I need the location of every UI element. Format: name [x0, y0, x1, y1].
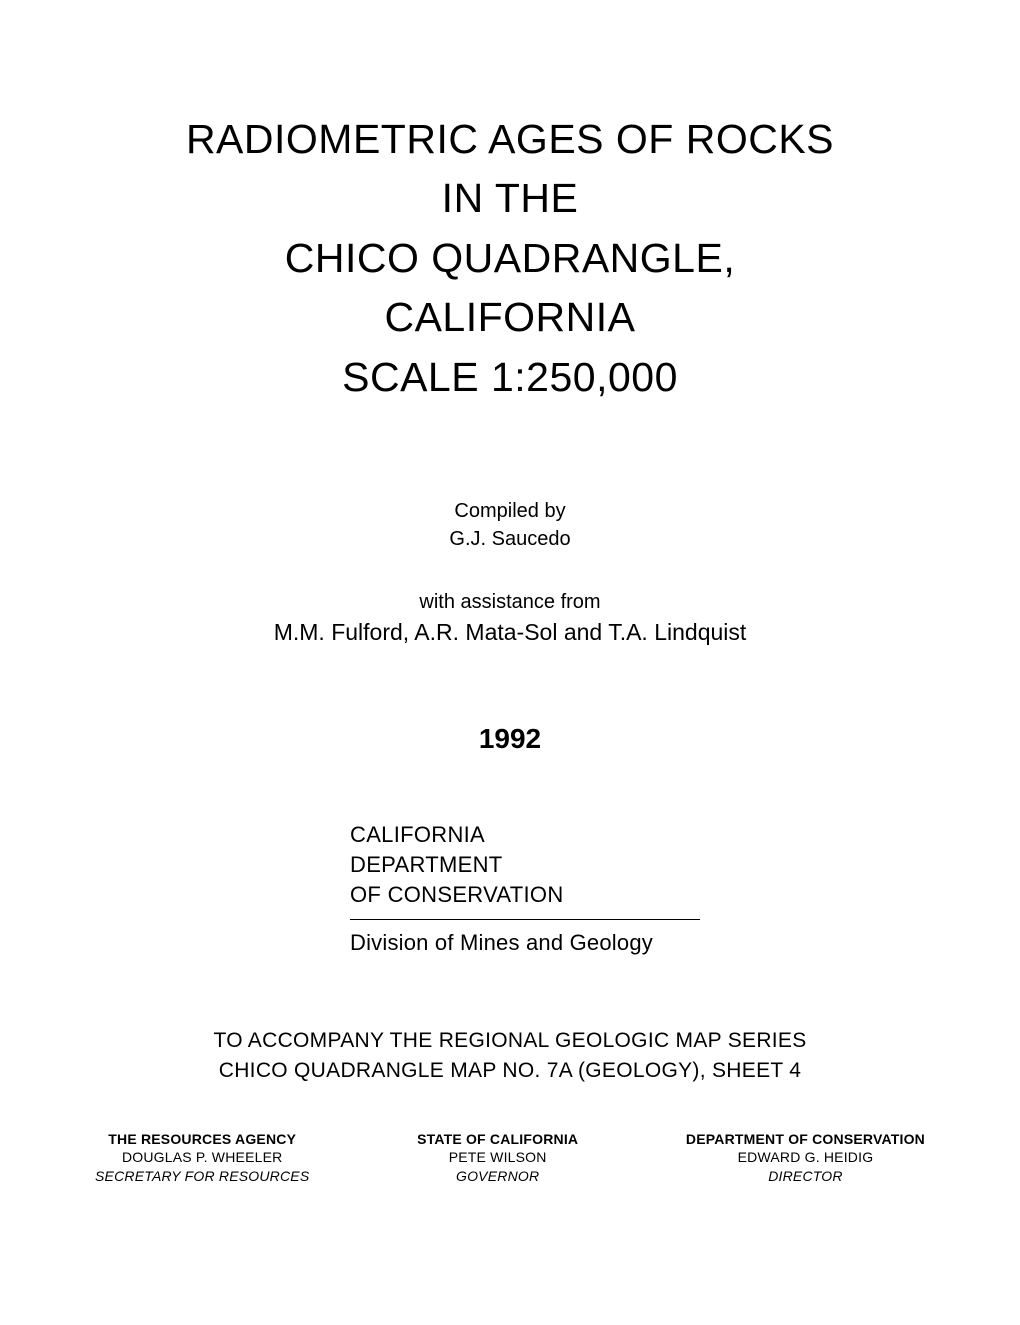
title-line-4: CALIFORNIA	[90, 288, 930, 347]
title-line-1: RADIOMETRIC AGES OF ROCKS	[90, 110, 930, 169]
footer-col-center: STATE OF CALIFORNIA PETE WILSON GOVERNOR	[417, 1130, 578, 1185]
title-line-2: IN THE	[90, 169, 930, 228]
footer-left-title: SECRETARY FOR RESOURCES	[95, 1167, 309, 1185]
footer-center-heading: STATE OF CALIFORNIA	[417, 1130, 578, 1148]
dept-line-2: DEPARTMENT	[350, 850, 700, 880]
assistance-block: with assistance from M.M. Fulford, A.R. …	[90, 588, 930, 648]
footer-block: THE RESOURCES AGENCY DOUGLAS P. WHEELER …	[90, 1130, 930, 1185]
accompany-line-1: TO ACCOMPANY THE REGIONAL GEOLOGIC MAP S…	[90, 1026, 930, 1055]
footer-col-left: THE RESOURCES AGENCY DOUGLAS P. WHEELER …	[95, 1130, 309, 1185]
dept-divider	[350, 919, 700, 920]
footer-right-heading: DEPARTMENT OF CONSERVATION	[686, 1130, 925, 1148]
footer-right-name: EDWARD G. HEIDIG	[738, 1148, 874, 1166]
assistance-names: M.M. Fulford, A.R. Mata-Sol and T.A. Lin…	[90, 616, 930, 648]
footer-col-right: DEPARTMENT OF CONSERVATION EDWARD G. HEI…	[686, 1130, 925, 1185]
title-line-3: CHICO QUADRANGLE,	[90, 229, 930, 288]
accompany-block: TO ACCOMPANY THE REGIONAL GEOLOGIC MAP S…	[90, 1026, 930, 1085]
title-line-5: SCALE 1:250,000	[90, 348, 930, 407]
footer-left-heading: THE RESOURCES AGENCY	[108, 1130, 296, 1148]
compiled-label: Compiled by	[90, 497, 930, 525]
year: 1992	[90, 723, 930, 755]
dept-line-3: OF CONSERVATION	[350, 880, 700, 910]
footer-center-title: GOVERNOR	[456, 1167, 539, 1185]
accompany-line-2: CHICO QUADRANGLE MAP NO. 7A (GEOLOGY), S…	[90, 1056, 930, 1085]
title-block: RADIOMETRIC AGES OF ROCKS IN THE CHICO Q…	[90, 110, 930, 407]
footer-left-name: DOUGLAS P. WHEELER	[122, 1148, 283, 1166]
division-line: Division of Mines and Geology	[350, 930, 700, 956]
dept-line-1: CALIFORNIA	[350, 820, 700, 850]
footer-right-title: DIRECTOR	[768, 1167, 842, 1185]
compiled-block: Compiled by G.J. Saucedo	[90, 497, 930, 553]
footer-center-name: PETE WILSON	[449, 1148, 547, 1166]
assistance-label: with assistance from	[90, 588, 930, 616]
department-block: CALIFORNIA DEPARTMENT OF CONSERVATION Di…	[350, 820, 700, 956]
year-block: 1992	[90, 723, 930, 755]
compiled-name: G.J. Saucedo	[90, 525, 930, 553]
